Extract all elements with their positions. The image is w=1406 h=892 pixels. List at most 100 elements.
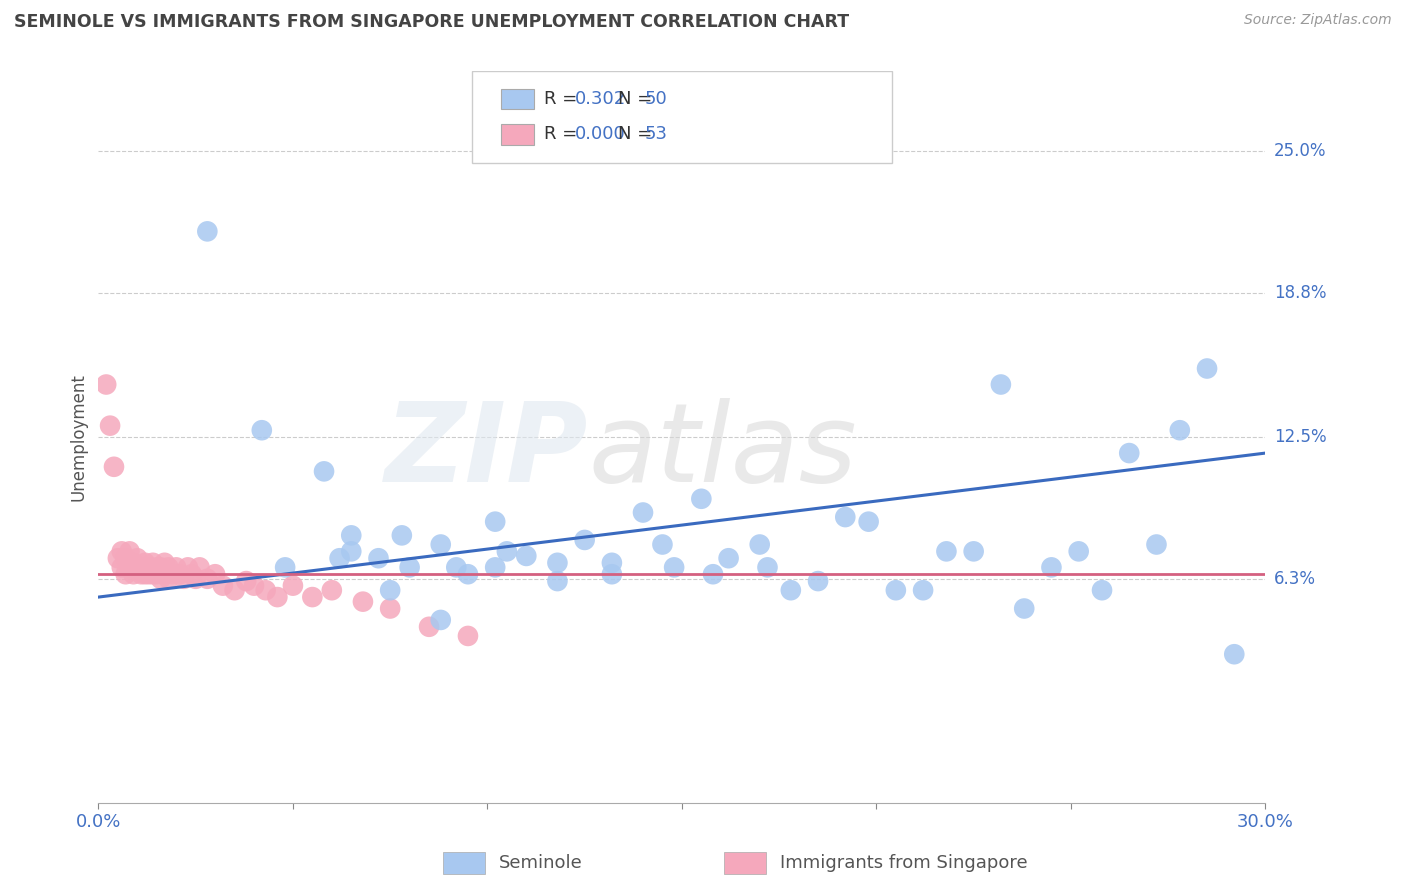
Point (858, 515, 880, 529)
Point (195, 224, 218, 238)
Point (418, 620, 440, 634)
Point (118, 544, 141, 558)
Text: 12.5%: 12.5% (1274, 428, 1326, 446)
Point (391, 528, 413, 542)
Point (266, 590, 288, 604)
Point (367, 551, 389, 566)
Point (662, 560, 685, 574)
Point (254, 583, 277, 598)
Point (157, 572, 180, 586)
Point (457, 567, 479, 582)
Point (96, 377, 118, 392)
Point (114, 567, 136, 582)
Point (122, 556, 145, 570)
FancyBboxPatch shape (472, 71, 891, 162)
Point (884, 583, 907, 598)
Text: Immigrants from Singapore: Immigrants from Singapore (780, 855, 1028, 872)
Point (378, 601, 402, 615)
Point (146, 560, 169, 574)
Point (235, 574, 257, 588)
Text: R =: R = (544, 125, 583, 144)
Point (834, 510, 856, 524)
Text: 18.8%: 18.8% (1274, 284, 1326, 302)
Point (114, 551, 136, 566)
Point (134, 567, 156, 582)
Point (118, 560, 141, 574)
Point (1168, 423, 1191, 437)
Point (600, 556, 623, 570)
Point (429, 537, 451, 551)
Point (631, 506, 654, 520)
FancyBboxPatch shape (501, 124, 534, 145)
Point (138, 560, 160, 574)
Point (103, 459, 125, 474)
Text: ZIP: ZIP (385, 398, 589, 505)
Point (1040, 560, 1063, 574)
Point (1012, 601, 1035, 615)
Point (340, 544, 363, 558)
Point (312, 464, 335, 478)
Point (352, 594, 374, 608)
Point (129, 567, 152, 582)
Point (756, 560, 779, 574)
Text: Source: ZipAtlas.com: Source: ZipAtlas.com (1244, 13, 1392, 28)
Point (173, 572, 195, 586)
Point (1223, 647, 1246, 661)
Point (717, 551, 740, 566)
Point (149, 572, 172, 586)
Point (134, 556, 156, 570)
Point (748, 537, 770, 551)
Text: 53: 53 (644, 125, 668, 144)
Point (495, 544, 517, 558)
Text: 0.302: 0.302 (575, 90, 626, 108)
Point (127, 551, 149, 566)
Point (912, 583, 935, 598)
Point (281, 579, 304, 593)
Point (138, 567, 160, 582)
Point (250, 423, 273, 437)
Text: 50: 50 (644, 90, 668, 108)
Point (546, 574, 568, 588)
Point (111, 544, 134, 558)
Text: Seminole: Seminole (499, 855, 583, 872)
Point (129, 560, 152, 574)
Point (142, 556, 165, 570)
Point (122, 567, 145, 582)
Point (127, 560, 149, 574)
Point (180, 567, 202, 582)
Point (484, 560, 506, 574)
Point (990, 377, 1012, 392)
Point (321, 583, 343, 598)
Point (146, 567, 169, 582)
Point (546, 556, 568, 570)
Point (142, 567, 165, 582)
Point (1195, 361, 1218, 376)
Point (165, 560, 187, 574)
Text: atlas: atlas (589, 398, 858, 505)
Point (301, 590, 323, 604)
Point (429, 613, 451, 627)
Text: 0.000: 0.000 (575, 125, 626, 144)
Point (574, 533, 596, 547)
Point (446, 560, 468, 574)
Point (329, 551, 352, 566)
Point (212, 579, 235, 593)
Point (398, 560, 420, 574)
Point (1067, 544, 1090, 558)
Text: SEMINOLE VS IMMIGRANTS FROM SINGAPORE UNEMPLOYMENT CORRELATION CHART: SEMINOLE VS IMMIGRANTS FROM SINGAPORE UN… (14, 13, 849, 31)
Point (107, 551, 129, 566)
Point (962, 544, 984, 558)
Point (153, 556, 176, 570)
Point (149, 560, 172, 574)
Text: R =: R = (544, 90, 583, 108)
Point (162, 567, 184, 582)
Point (1091, 583, 1114, 598)
Text: 25.0%: 25.0% (1274, 143, 1326, 161)
Text: 6.3%: 6.3% (1274, 570, 1316, 588)
Point (807, 574, 830, 588)
Point (651, 537, 673, 551)
Point (935, 544, 957, 558)
FancyBboxPatch shape (501, 89, 534, 110)
Point (243, 579, 266, 593)
Point (378, 583, 402, 598)
